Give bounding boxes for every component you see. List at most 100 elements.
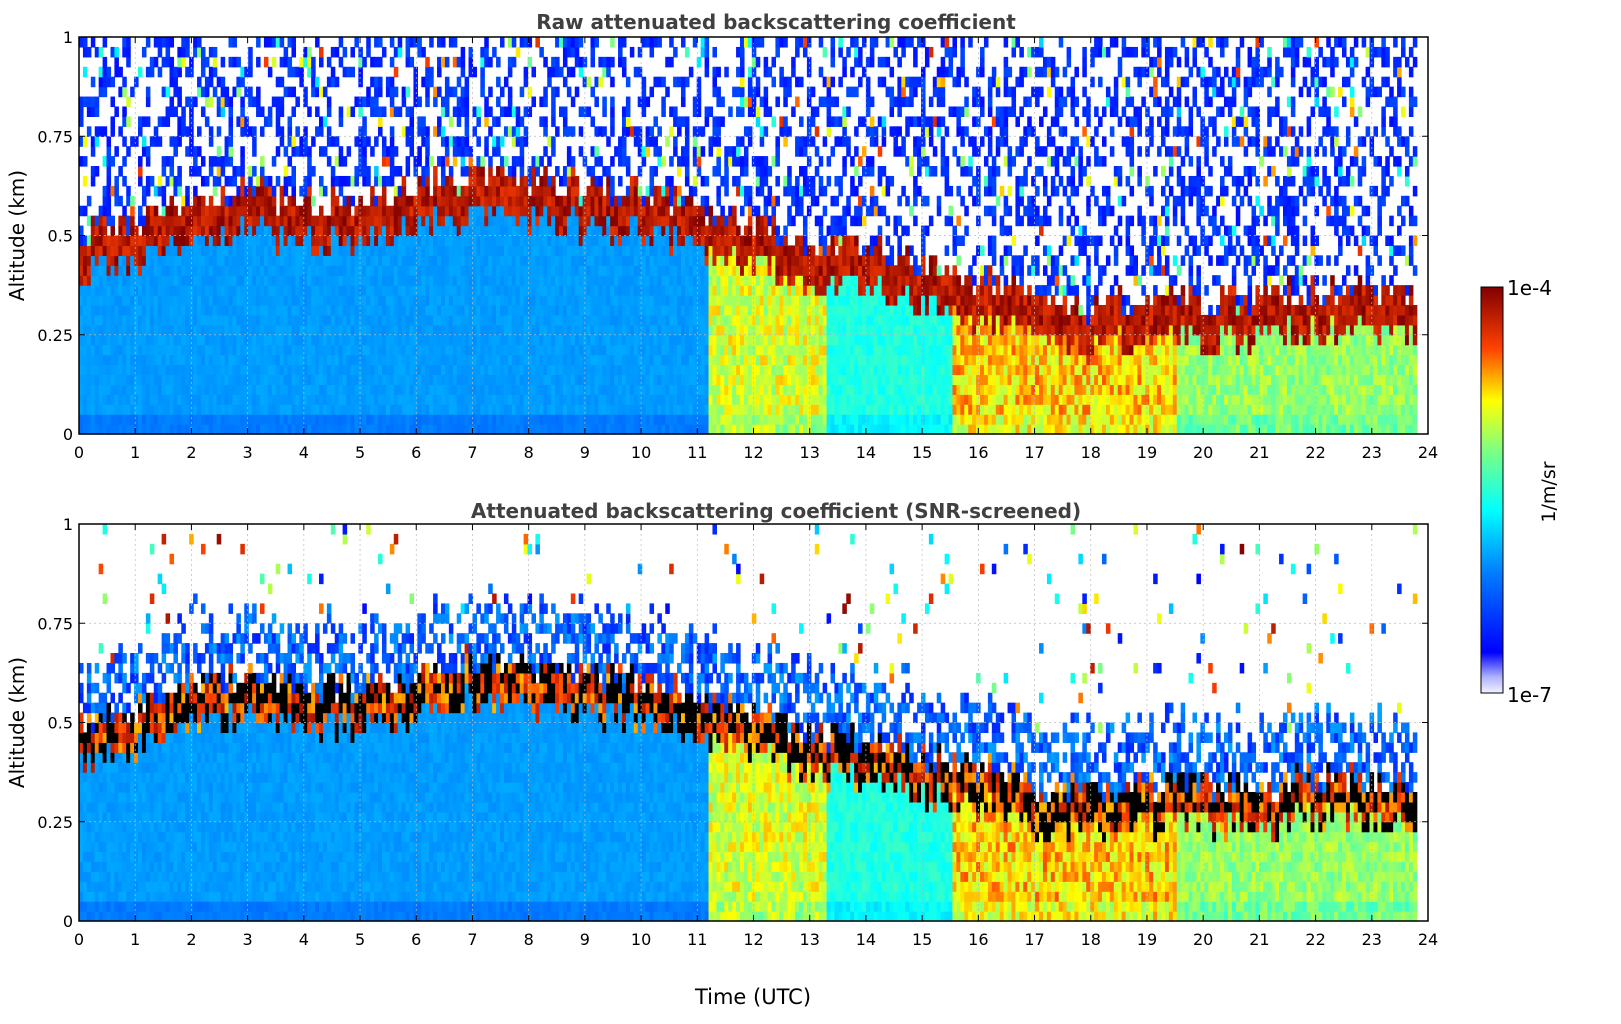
heatmap-cell xyxy=(267,285,273,296)
heatmap-cell xyxy=(374,76,379,88)
heatmap-cell xyxy=(500,324,505,336)
heatmap-cell xyxy=(256,404,261,415)
heatmap-cell xyxy=(362,304,367,316)
heatmap-cell xyxy=(637,424,643,435)
heatmap-cell xyxy=(366,304,371,316)
heatmap-cell xyxy=(393,235,399,247)
heatmap-cell xyxy=(570,185,576,197)
heatmap-cell xyxy=(141,275,147,286)
heatmap-cell xyxy=(570,275,576,286)
heatmap-cell xyxy=(322,404,328,415)
heatmap-cell xyxy=(535,324,540,336)
heatmap-cell xyxy=(374,285,379,296)
heatmap-cell xyxy=(307,66,312,78)
heatmap-cell xyxy=(366,295,371,306)
heatmap-cell xyxy=(488,344,493,356)
heatmap-cell xyxy=(259,275,265,286)
heatmap-cell xyxy=(496,344,501,356)
heatmap-cell xyxy=(531,185,537,197)
heatmap-cell xyxy=(267,175,273,187)
heatmap-cell xyxy=(496,295,501,306)
heatmap-cell xyxy=(708,314,714,326)
heatmap-cell xyxy=(649,354,655,366)
heatmap-cell xyxy=(413,354,418,366)
heatmap-cell xyxy=(716,235,721,247)
heatmap-cell xyxy=(425,96,430,108)
heatmap-cell xyxy=(669,235,674,247)
heatmap-cell xyxy=(421,126,426,137)
heatmap-cell xyxy=(259,394,265,405)
heatmap-cell xyxy=(712,334,717,346)
heatmap-cell xyxy=(684,394,690,405)
heatmap-cell xyxy=(362,205,367,217)
heatmap-cell xyxy=(165,86,171,98)
heatmap-cell xyxy=(299,265,304,276)
heatmap-cell xyxy=(232,374,237,385)
heatmap-cell xyxy=(208,304,214,316)
heatmap-cell xyxy=(456,146,462,157)
heatmap-cell xyxy=(287,364,293,376)
heatmap-cell xyxy=(480,215,485,227)
heatmap-cell xyxy=(555,394,560,405)
heatmap-cell xyxy=(319,324,324,336)
heatmap-cell xyxy=(621,424,627,435)
heatmap-cell xyxy=(338,235,344,247)
heatmap-cell xyxy=(621,334,627,346)
heatmap-cell xyxy=(346,235,352,247)
heatmap-cell xyxy=(618,424,623,435)
heatmap-cell xyxy=(649,245,655,256)
heatmap-cell xyxy=(232,255,237,266)
heatmap-cell xyxy=(106,166,112,177)
heatmap-cell xyxy=(653,205,658,217)
heatmap-cell xyxy=(460,245,466,256)
heatmap-cell xyxy=(145,225,151,237)
heatmap-cell xyxy=(661,304,666,316)
heatmap-cell xyxy=(653,424,658,435)
heatmap-cell xyxy=(342,255,348,266)
heatmap-cell xyxy=(641,265,647,276)
heatmap-cell xyxy=(653,285,658,296)
heatmap-cell xyxy=(559,424,564,435)
heatmap-cell xyxy=(189,275,194,286)
heatmap-cell xyxy=(240,195,245,207)
heatmap-cell xyxy=(197,215,202,227)
heatmap-cell xyxy=(263,334,269,346)
heatmap-cell xyxy=(637,225,643,237)
heatmap-cell xyxy=(507,245,513,256)
heatmap-cell xyxy=(684,265,690,276)
heatmap-cell xyxy=(515,404,521,415)
heatmap-cell xyxy=(716,344,721,356)
heatmap-cell xyxy=(397,37,403,48)
heatmap-cell xyxy=(704,324,710,336)
heatmap-cell xyxy=(283,86,289,98)
heatmap-cell xyxy=(669,106,674,117)
heatmap-cell xyxy=(138,394,143,405)
heatmap-cell xyxy=(543,344,548,356)
heatmap-cell xyxy=(712,314,717,326)
heatmap-cell xyxy=(543,126,548,137)
heatmap-cell xyxy=(680,76,686,88)
heatmap-cell xyxy=(220,96,226,108)
heatmap-cell xyxy=(413,304,418,316)
heatmap-cell xyxy=(252,245,257,256)
heatmap-cell xyxy=(562,235,568,247)
heatmap-cell xyxy=(696,96,702,108)
heatmap-cell xyxy=(468,344,474,356)
heatmap-cell xyxy=(393,146,399,157)
heatmap-cell xyxy=(555,245,560,256)
heatmap-cell xyxy=(496,275,501,286)
heatmap-cell xyxy=(570,46,576,58)
heatmap-cell xyxy=(79,304,84,316)
heatmap-cell xyxy=(90,374,96,385)
heatmap-cell xyxy=(279,384,285,395)
heatmap-cell xyxy=(311,195,316,207)
heatmap-cell xyxy=(574,334,580,346)
heatmap-cell xyxy=(712,255,717,266)
heatmap-cell xyxy=(256,354,261,366)
heatmap-cell xyxy=(448,37,454,48)
heatmap-cell xyxy=(334,175,340,187)
heatmap-cell xyxy=(141,364,147,376)
heatmap-cell xyxy=(543,334,548,346)
heatmap-cell xyxy=(220,225,226,237)
heatmap-cell xyxy=(165,285,171,296)
